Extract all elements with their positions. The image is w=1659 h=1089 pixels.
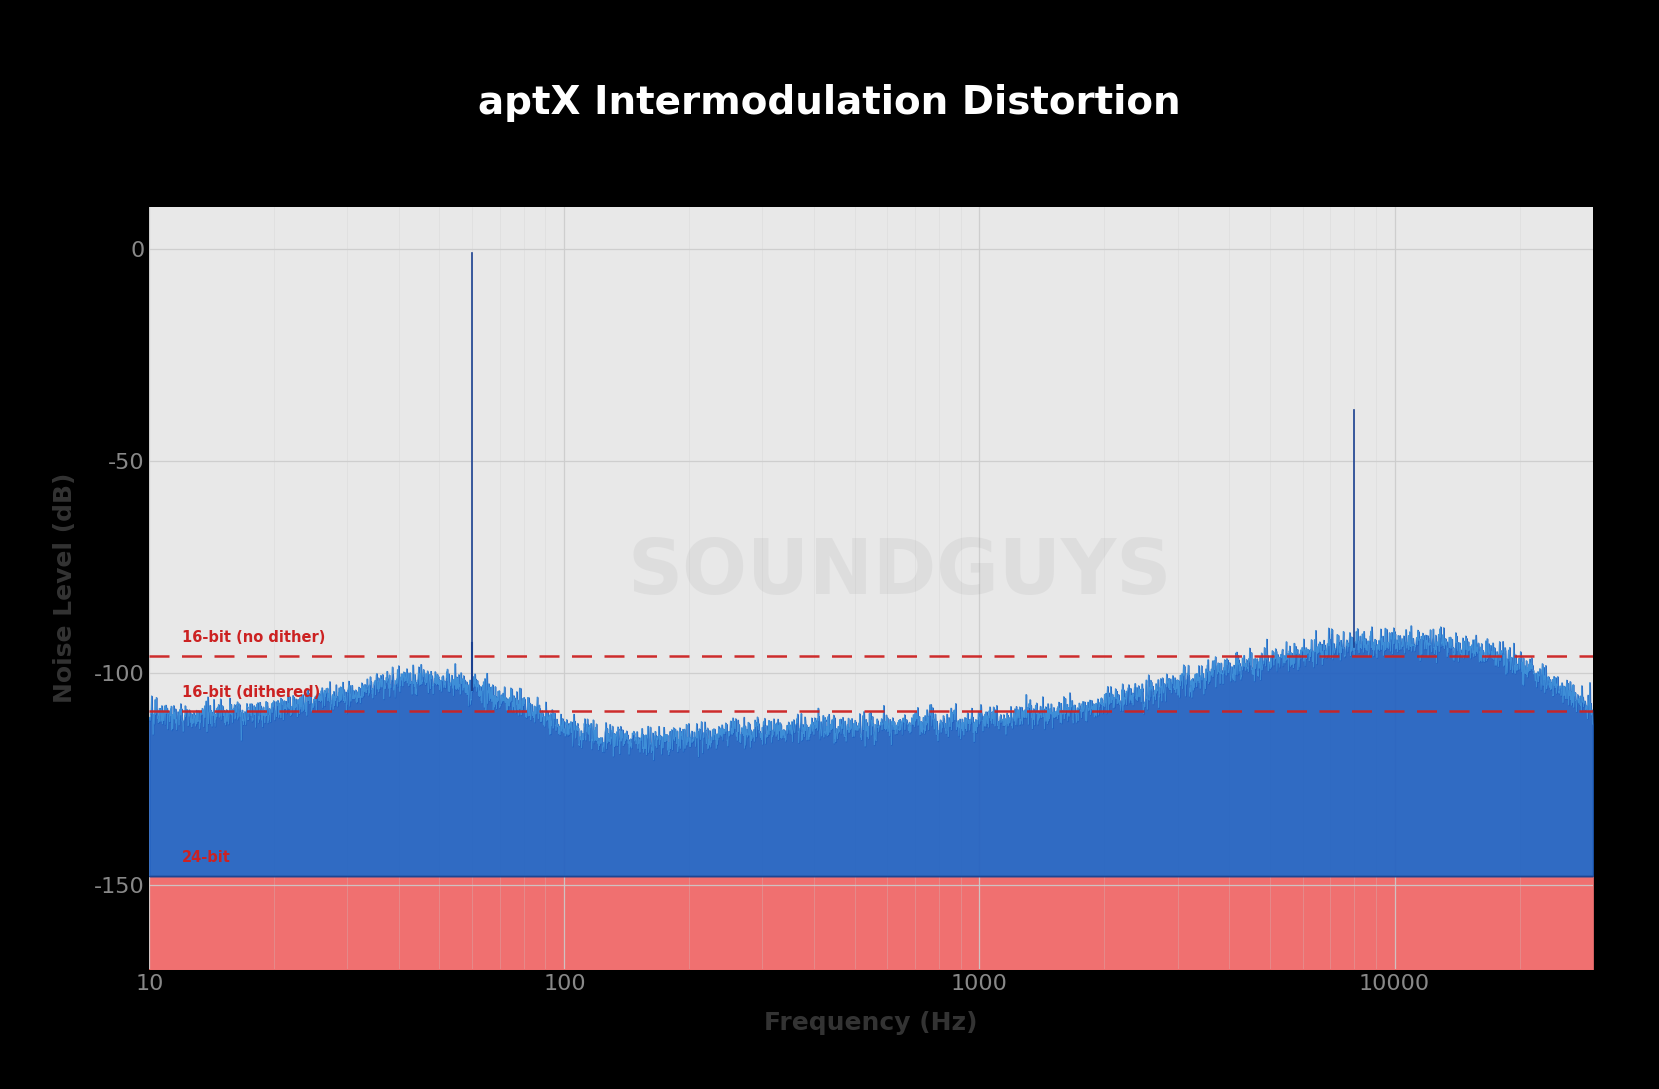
Text: 16-bit (no dither): 16-bit (no dither)	[182, 631, 325, 645]
Text: aptX Intermodulation Distortion: aptX Intermodulation Distortion	[478, 85, 1181, 122]
Text: SOUNDGUYS: SOUNDGUYS	[627, 536, 1171, 610]
X-axis label: Frequency (Hz): Frequency (Hz)	[765, 1011, 977, 1035]
Y-axis label: Noise Level (dB): Noise Level (dB)	[53, 473, 76, 703]
Text: 24-bit: 24-bit	[182, 851, 231, 866]
Text: 16-bit (dithered): 16-bit (dithered)	[182, 685, 320, 700]
